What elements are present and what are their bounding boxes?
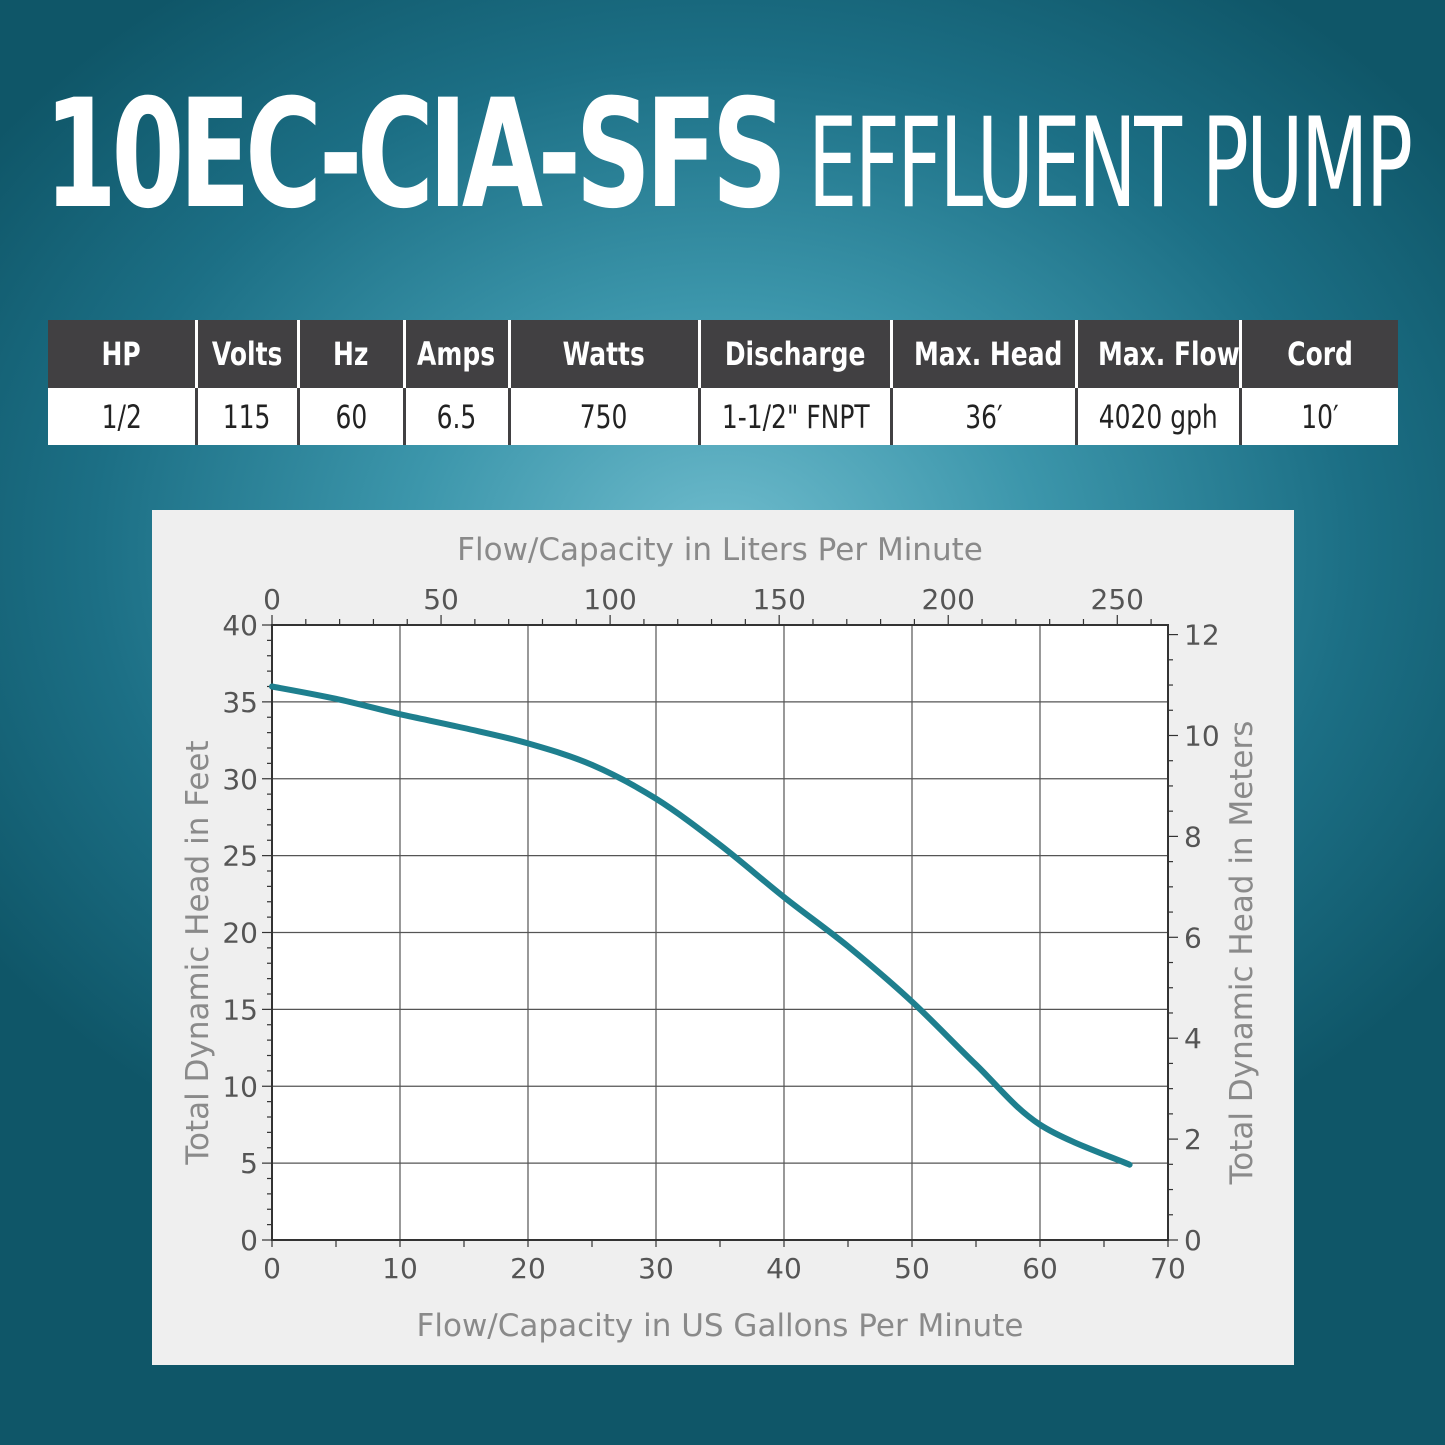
x-tick-label: 30: [638, 1252, 674, 1285]
y2-tick-label: 10: [1184, 719, 1220, 752]
y-tick-label: 0: [240, 1224, 258, 1257]
y2-tick-label: 4: [1184, 1022, 1202, 1055]
pump-curve-line: [269, 683, 1133, 1168]
spec-header-discharge: Discharge: [699, 320, 893, 388]
top-axis-title: Flow/Capacity in Liters Per Minute: [457, 532, 983, 568]
y-tick-label: 30: [222, 763, 258, 796]
x-tick-label: 50: [894, 1252, 930, 1285]
bottom-axis-title: Flow/Capacity in US Gallons Per Minute: [417, 1308, 1024, 1344]
x2-tick-label: 0: [263, 583, 281, 616]
x-tick-label: 60: [1022, 1252, 1058, 1285]
x-tick-label: 0: [263, 1252, 281, 1285]
spec-value-watts: 750: [509, 388, 701, 445]
x-tick-label: 20: [510, 1252, 546, 1285]
spec-value-row: 1/2 115 60 6.5 750 1-1/2" FNPT 36′ 4020 …: [48, 388, 1398, 445]
spec-header-volts: Volts: [196, 320, 300, 388]
y-tick-label: 25: [222, 840, 258, 873]
spec-value-hz: 60: [298, 388, 406, 445]
right-axis-title: Total Dynamic Head in Meters: [1224, 721, 1260, 1186]
spec-value-volts: 115: [196, 388, 300, 445]
spec-header-row: HP Volts Hz Amps Watts Discharge Max. He…: [48, 320, 1398, 388]
y2-tick-label: 0: [1184, 1224, 1202, 1257]
y-tick-label: 10: [222, 1070, 258, 1103]
x-tick-label: 40: [766, 1252, 802, 1285]
x2-tick-label: 50: [423, 583, 459, 616]
y-tick-label: 40: [222, 609, 258, 642]
spec-table: HP Volts Hz Amps Watts Discharge Max. He…: [48, 320, 1398, 445]
spec-value-cord: 10′: [1240, 388, 1398, 445]
spec-header-amps: Amps: [404, 320, 511, 388]
y2-tick-label: 8: [1184, 820, 1202, 853]
x2-tick-label: 100: [583, 583, 636, 616]
spec-header-hz: Hz: [298, 320, 406, 388]
spec-header-max-flow: Max. Flow: [1076, 320, 1242, 388]
y2-tick-label: 6: [1184, 921, 1202, 954]
spec-value-max-head: 36′: [891, 388, 1078, 445]
chart-grid: [272, 625, 1168, 1240]
x2-tick-label: 250: [1091, 583, 1144, 616]
spec-value-hp: 1/2: [48, 388, 198, 445]
x-tick-label: 70: [1150, 1252, 1186, 1285]
y-tick-label: 5: [240, 1147, 258, 1180]
left-axis-title: Total Dynamic Head in Feet: [180, 740, 216, 1165]
spec-value-max-flow: 4020 gph: [1076, 388, 1242, 445]
spec-value-discharge: 1-1/2" FNPT: [699, 388, 893, 445]
plot-frame: [271, 624, 1169, 1241]
spec-header-hp: HP: [48, 320, 198, 388]
y2-tick-label: 12: [1184, 619, 1220, 652]
spec-header-max-head: Max. Head: [891, 320, 1078, 388]
spec-header-watts: Watts: [509, 320, 701, 388]
model-name: 10EC-CIA-SFS: [44, 68, 787, 242]
y-tick-label: 35: [222, 686, 258, 719]
pump-curve-chart: 0 10 20 30 40 50 60 70 0 5 10 15 20 25 30 35 40 0 50 100 150…: [152, 510, 1294, 1365]
spec-value-amps: 6.5: [404, 388, 511, 445]
y-tick-label: 15: [222, 993, 258, 1026]
spec-header-cord: Cord: [1240, 320, 1398, 388]
y-tick-label: 20: [222, 917, 258, 950]
x2-tick-label: 200: [921, 583, 974, 616]
product-description: EFFLUENT PUMP: [808, 92, 1413, 236]
y2-tick-label: 2: [1184, 1123, 1202, 1156]
x-tick-label: 10: [382, 1252, 418, 1285]
page-title: 10EC-CIA-SFS EFFLUENT PUMP: [44, 80, 1424, 230]
x2-tick-label: 150: [752, 583, 805, 616]
